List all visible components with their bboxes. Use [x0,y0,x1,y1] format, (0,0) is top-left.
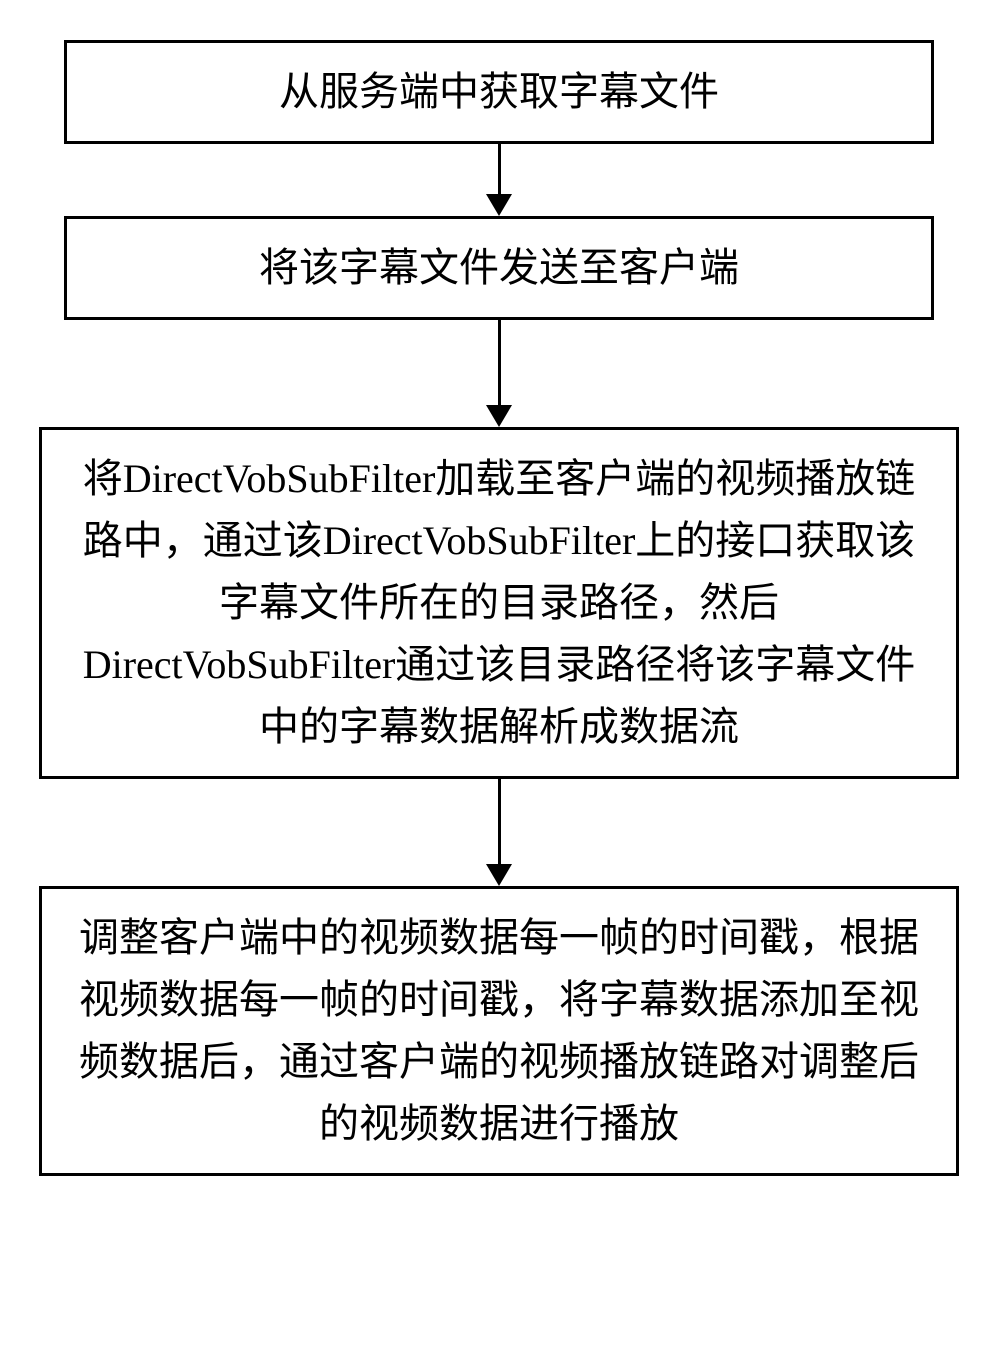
flow-step-3: 将DirectVobSubFilter加载至客户端的视频播放链路中，通过该Dir… [39,427,959,779]
flow-step-1-text: 从服务端中获取字幕文件 [279,61,719,123]
arrow-head-icon [486,405,512,427]
flow-step-2-text: 将该字幕文件发送至客户端 [259,237,739,299]
arrow-head-icon [486,864,512,886]
flow-step-3-text: 将DirectVobSubFilter加载至客户端的视频播放链路中，通过该Dir… [64,448,934,758]
arrow-head-icon [486,194,512,216]
flow-step-1: 从服务端中获取字幕文件 [64,40,934,144]
arrow-line [498,320,501,405]
flow-arrow-3 [486,779,512,886]
flow-arrow-2 [486,320,512,427]
flow-step-2: 将该字幕文件发送至客户端 [64,216,934,320]
flow-step-4-text: 调整客户端中的视频数据每一帧的时间戳，根据视频数据每一帧的时间戳，将字幕数据添加… [64,907,934,1155]
arrow-line [498,144,501,194]
arrow-line [498,779,501,864]
flowchart-container: 从服务端中获取字幕文件 将该字幕文件发送至客户端 将DirectVobSubFi… [0,0,998,1176]
flow-step-4: 调整客户端中的视频数据每一帧的时间戳，根据视频数据每一帧的时间戳，将字幕数据添加… [39,886,959,1176]
flow-arrow-1 [486,144,512,216]
